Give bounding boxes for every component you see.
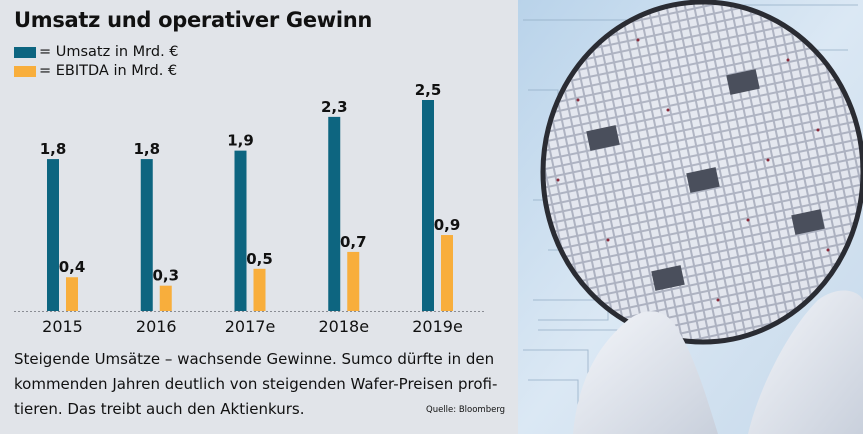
x-tick-label-2017e: 2017e [225,317,276,336]
data-label-ebitda-2017e: 0,5 [246,250,273,268]
data-label-ebitda-2019e: 0,9 [434,216,461,234]
data-label-ebitda-2018e: 0,7 [340,233,367,251]
bar-ebitda-2015 [66,277,78,311]
data-label-umsatz-2018e: 2,3 [321,98,348,116]
bar-ebitda-2017e [253,268,266,311]
glove-thumb [573,311,718,434]
source-note: Quelle: Bloomberg [426,405,506,415]
bar-umsatz-2017e [234,150,247,311]
legend-label-umsatz: = Umsatz in Mrd. € [39,44,179,60]
legend-label-ebitda: = EBITDA in Mrd. € [39,63,178,79]
data-label-ebitda-2016: 0,3 [152,267,179,285]
data-label-umsatz-2015: 1,8 [40,140,67,158]
x-tick-label-2018e: 2018e [318,317,369,336]
wafer-die-grid [543,2,863,342]
chart-title: Umsatz und operativer Gewinn [14,8,373,32]
legend-item-umsatz: = Umsatz in Mrd. € [14,44,179,60]
data-label-umsatz-2016: 1,8 [133,140,160,158]
x-tick-label-2015: 2015 [42,317,83,336]
bar-ebitda-2019e [441,235,453,311]
caption-text: Steigende Umsätze – wachsende Gewinne. S… [14,350,498,418]
glove-fingers [748,290,863,434]
data-label-umsatz-2019e: 2,5 [415,81,442,99]
bar-umsatz-2018e [328,116,341,311]
chart-panel: Umsatz und operativer Gewinn = Umsatz in… [14,8,506,418]
legend-item-ebitda: = EBITDA in Mrd. € [14,63,177,79]
wafer-edge [540,0,863,345]
silicon-wafer-photo [518,0,863,434]
bar-ebitda-2016 [159,285,172,311]
data-label-ebitda-2015: 0,4 [59,258,86,276]
defect-marks [556,38,830,302]
legend-swatch-ebitda [14,65,36,77]
wafer-illustration [518,0,863,434]
bar-umsatz-2019e [422,100,434,311]
bar-umsatz-2016 [140,159,153,311]
bar-umsatz-2015 [47,159,59,311]
data-label-umsatz-2017e: 1,9 [227,132,254,150]
legend-swatch-umsatz [14,46,36,58]
bar-ebitda-2018e [347,251,360,311]
x-tick-label-2019e: 2019e [412,317,463,336]
x-tick-label-2016: 2016 [136,317,177,336]
bar-chart: 1,8 0,4 2015 1,8 0,3 2016 1,9 0,5 2017e 2,3 0,7 201… [14,81,484,336]
test-structures [586,69,825,291]
